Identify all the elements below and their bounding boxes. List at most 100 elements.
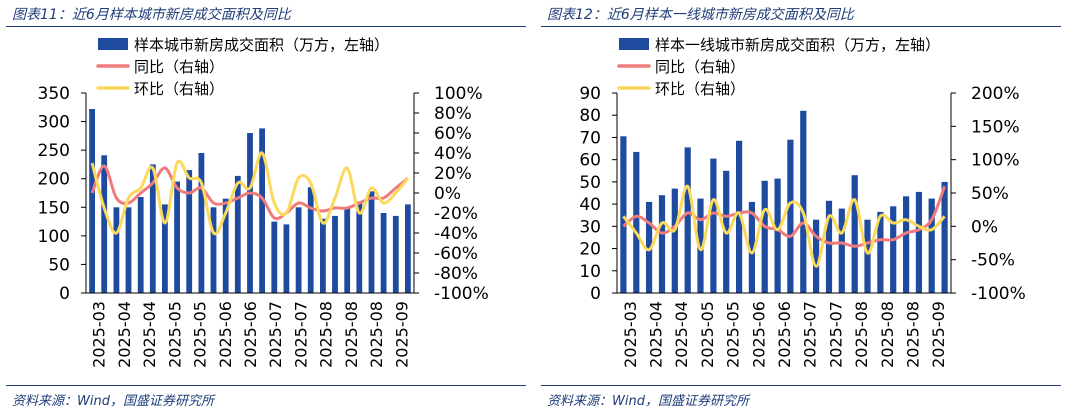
bar <box>928 198 935 293</box>
bar <box>380 213 387 293</box>
bar <box>697 198 704 293</box>
bar <box>392 215 399 293</box>
title-divider <box>541 26 1061 27</box>
x-tick-label: 2025-08 <box>342 301 361 368</box>
bar <box>941 181 948 293</box>
x-tick-label: 2025-05 <box>191 301 210 368</box>
x-tick-label: 2025-05 <box>698 301 717 368</box>
bar <box>356 201 363 293</box>
source-divider <box>6 385 526 386</box>
figure-title: 图表11：近6月样本城市新房成交面积及同比 <box>12 7 291 23</box>
left-tick-label: 50 <box>579 173 601 193</box>
bar <box>736 140 743 293</box>
source-note: 资料来源：Wind，国盛证券研究所 <box>12 394 214 409</box>
bar <box>684 147 691 293</box>
title-divider <box>6 26 526 27</box>
x-tick-label: 2025-06 <box>749 301 768 368</box>
x-tick-label: 2025-04 <box>140 301 159 368</box>
bar <box>825 200 833 293</box>
bar <box>658 195 666 293</box>
bar <box>234 175 241 293</box>
bar <box>222 198 229 293</box>
bar <box>332 215 338 293</box>
bar <box>149 164 156 293</box>
bar <box>344 207 351 293</box>
bar <box>405 204 411 293</box>
bar <box>113 207 120 293</box>
bar <box>774 178 781 293</box>
right-tick-label: -80% <box>434 264 478 284</box>
bar <box>646 201 653 293</box>
x-tick-label: 2025-07 <box>826 301 845 368</box>
bar <box>915 191 922 293</box>
x-tick-label: 2025-07 <box>291 301 310 368</box>
figure-title: 图表12：近6月样本一线城市新房成交面积及同比 <box>547 7 854 23</box>
bar <box>633 151 640 293</box>
bar <box>162 204 168 293</box>
bar <box>813 219 820 293</box>
left-tick-label: 0 <box>590 284 601 304</box>
legend-label: 样本城市新房成交面积（万方，左轴） <box>134 36 389 54</box>
chart-panel-12: 图表12：近6月样本一线城市新房成交面积及同比 样本一线城市新房成交面积（万方，… <box>541 0 1061 415</box>
bar <box>89 109 95 293</box>
right-tick-label: -50% <box>971 251 1015 271</box>
right-tick-label: 150% <box>971 117 1020 137</box>
x-tick-label: 2025-04 <box>115 301 134 368</box>
mom-line <box>90 151 410 236</box>
source-note: 资料来源：Wind，国盛证券研究所 <box>547 394 749 409</box>
left-tick-label: 250 <box>38 141 70 161</box>
left-tick-label: 0 <box>59 284 70 304</box>
bar <box>259 128 265 293</box>
bar <box>137 197 144 293</box>
right-tick-label: 200% <box>971 84 1020 104</box>
bar <box>198 153 205 293</box>
mom-line <box>622 184 946 268</box>
left-tick-label: 10 <box>579 262 601 282</box>
bar <box>748 201 755 293</box>
bar <box>671 188 678 293</box>
right-tick-label: -100% <box>434 284 489 304</box>
x-tick-label: 2025-06 <box>216 301 235 368</box>
x-tick-label: 2025-08 <box>878 301 897 368</box>
bar <box>787 139 794 293</box>
bar <box>851 175 858 293</box>
right-tick-label: 20% <box>434 164 472 184</box>
left-tick-label: 70 <box>579 128 601 148</box>
left-tick-label: 30 <box>579 217 601 237</box>
bar <box>125 207 132 293</box>
right-tick-label: -60% <box>434 244 478 264</box>
bar <box>620 136 627 293</box>
bar <box>800 110 807 293</box>
bar <box>890 206 897 293</box>
legend-label: 同比（右轴） <box>655 58 745 76</box>
left-tick-label: 60 <box>579 151 601 171</box>
bar <box>101 155 108 293</box>
right-tick-label: 100% <box>434 84 483 104</box>
bar <box>877 211 884 293</box>
right-tick-label: 0% <box>971 217 998 237</box>
left-tick-label: 100 <box>38 227 70 247</box>
legend-label: 同比（右轴） <box>134 58 224 76</box>
chart-panel-11: 图表11：近6月样本城市新房成交面积及同比 样本城市新房成交面积（万方，左轴） 同… <box>6 0 526 415</box>
x-tick-label: 2025-04 <box>647 301 666 368</box>
left-tick-label: 20 <box>579 240 601 260</box>
x-tick-label: 2025-05 <box>165 301 184 368</box>
x-tick-label: 2025-03 <box>90 301 109 368</box>
bar <box>864 219 871 293</box>
x-tick-label: 2025-06 <box>775 301 794 368</box>
bar <box>295 207 302 293</box>
legend-swatch-bar <box>98 38 128 50</box>
x-tick-label: 2025-07 <box>801 301 820 368</box>
bar <box>174 181 180 293</box>
bar <box>307 187 314 293</box>
bar <box>271 221 278 293</box>
right-tick-label: 50% <box>971 184 1009 204</box>
x-tick-label: 2025-07 <box>266 301 285 368</box>
x-tick-label: 2025-04 <box>672 301 691 368</box>
legend: 样本一线城市新房成交面积（万方，左轴） 同比（右轴） 环比（右轴） <box>617 36 940 98</box>
x-tick-label: 2025-06 <box>241 301 260 368</box>
source-divider <box>541 385 1061 386</box>
left-tick-label: 80 <box>579 106 601 126</box>
legend-label: 环比（右轴） <box>134 80 224 98</box>
legend-label: 环比（右轴） <box>655 80 745 98</box>
